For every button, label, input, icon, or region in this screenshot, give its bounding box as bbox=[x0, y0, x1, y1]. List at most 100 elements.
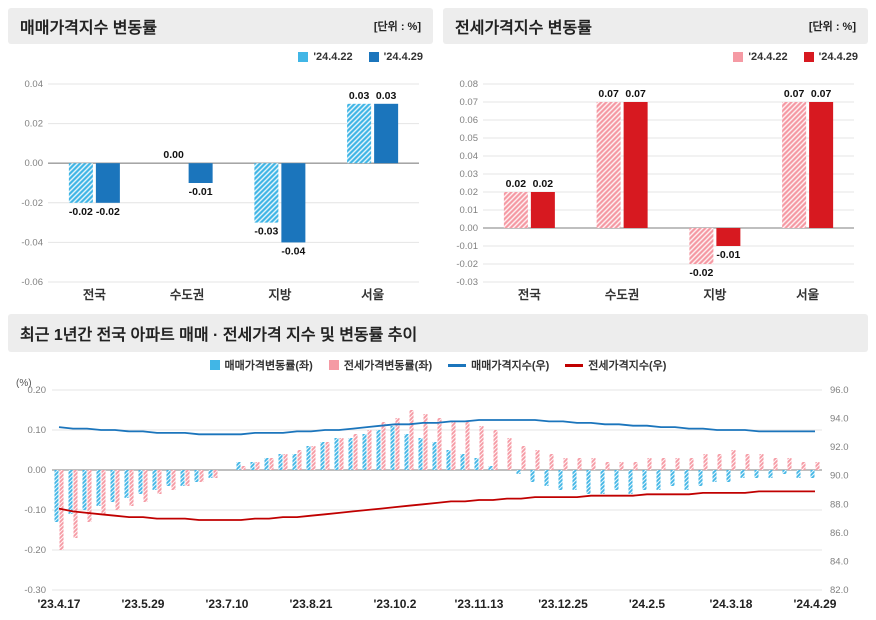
bar bbox=[782, 470, 787, 474]
bar bbox=[311, 446, 316, 470]
bar bbox=[809, 102, 834, 228]
bar bbox=[591, 458, 596, 470]
jeonse-legend: '24.4.22 '24.4.29 bbox=[443, 46, 868, 68]
bar bbox=[647, 458, 652, 470]
bar bbox=[684, 470, 689, 490]
legend-item: 전세가격변동률(좌) bbox=[328, 357, 432, 373]
y-tick-label: 0.07 bbox=[460, 97, 479, 108]
sale-series1-swatch bbox=[298, 52, 309, 62]
category-label: 전국 bbox=[83, 287, 107, 302]
bar bbox=[503, 192, 528, 228]
jeonse-series2-swatch bbox=[803, 52, 814, 62]
bar bbox=[188, 163, 213, 183]
sale-price-section: 매매가격지수 변동률 [단위 : %] '24.4.22 '24.4.29 0.… bbox=[8, 8, 433, 306]
sale-legend: '24.4.22 '24.4.29 bbox=[8, 46, 433, 68]
bar bbox=[633, 462, 638, 470]
jeonse-unit-label: [단위 : %] bbox=[808, 21, 856, 33]
bar bbox=[241, 466, 246, 470]
bar bbox=[815, 462, 820, 470]
legend-item: 전세가격지수(우) bbox=[565, 357, 666, 373]
x-tick-label: '23.7.10 bbox=[206, 597, 249, 611]
category-label: 수도권 bbox=[170, 288, 205, 302]
bar bbox=[306, 446, 311, 470]
bar bbox=[507, 438, 512, 470]
bar bbox=[250, 462, 255, 470]
bar bbox=[254, 163, 279, 223]
bar bbox=[712, 470, 717, 482]
bar bbox=[516, 470, 521, 474]
bar bbox=[745, 454, 750, 470]
y-tick-label: -0.04 bbox=[21, 237, 43, 248]
bar bbox=[348, 438, 353, 470]
bar bbox=[409, 410, 414, 470]
sale-series2-swatch bbox=[368, 52, 379, 62]
bar bbox=[768, 470, 773, 478]
sale-unit-label: [단위 : %] bbox=[373, 21, 421, 33]
y-tick-label: 0.00 bbox=[460, 223, 479, 234]
bar bbox=[281, 163, 306, 243]
jeonse-section-header: 전세가격지수 변동률 [단위 : %] bbox=[443, 8, 868, 44]
bar bbox=[754, 470, 759, 478]
trend-jeonse-line-label: 전세가격지수(우) bbox=[588, 360, 667, 372]
bar bbox=[283, 454, 288, 470]
value-label: 0.07 bbox=[625, 88, 646, 100]
bar bbox=[82, 470, 87, 510]
right-tick-label: 94.0 bbox=[830, 414, 849, 425]
bar bbox=[278, 454, 283, 470]
y-tick-label: 0.02 bbox=[25, 119, 44, 130]
bar bbox=[353, 434, 358, 470]
right-tick-label: 88.0 bbox=[830, 499, 849, 510]
trend-sale-line-swatch bbox=[448, 363, 467, 367]
bar bbox=[740, 470, 745, 478]
bar bbox=[325, 442, 330, 470]
x-tick-label: '23.4.17 bbox=[38, 597, 81, 611]
category-label: 지방 bbox=[268, 287, 292, 302]
bar bbox=[418, 438, 423, 470]
x-tick-label: '24.2.5 bbox=[629, 597, 666, 611]
bar bbox=[493, 430, 498, 470]
bar bbox=[642, 470, 647, 490]
x-tick-label: '24.4.29 bbox=[794, 597, 837, 611]
bar bbox=[586, 470, 591, 494]
bar bbox=[717, 454, 722, 470]
top-charts-row: 매매가격지수 변동률 [단위 : %] '24.4.22 '24.4.29 0.… bbox=[8, 8, 868, 306]
y-tick-label: 0.08 bbox=[460, 79, 479, 90]
y-tick-label: 0.03 bbox=[460, 169, 479, 180]
bar bbox=[600, 470, 605, 494]
value-label: 0.07 bbox=[811, 88, 832, 100]
y-tick-label: -0.06 bbox=[21, 277, 43, 288]
bar bbox=[376, 430, 381, 470]
bar bbox=[124, 470, 129, 498]
bar bbox=[199, 470, 204, 482]
left-axis-unit: (%) bbox=[16, 378, 32, 389]
legend-item: '24.4.29 bbox=[368, 51, 423, 63]
bar bbox=[661, 458, 666, 470]
value-label: 0.00 bbox=[163, 149, 184, 161]
trend-combo-svg: 0.20 0.10 0.00 -0.10 -0.20 -0.30 (%) 96.0 94.0 92… bbox=[16, 378, 849, 611]
value-label: 0.07 bbox=[784, 88, 805, 100]
y-tick-label: -0.02 bbox=[21, 198, 43, 209]
trend-title: 최근 1년간 전국 아파트 매매 · 전세가격 지수 및 변동률 추이 bbox=[20, 327, 418, 344]
bar bbox=[703, 454, 708, 470]
category-label: 수도권 bbox=[605, 288, 640, 302]
value-label: 0.07 bbox=[598, 88, 619, 100]
bar bbox=[446, 450, 451, 470]
bar bbox=[423, 414, 428, 470]
bar bbox=[731, 450, 736, 470]
bar bbox=[782, 102, 807, 228]
bar bbox=[68, 163, 93, 203]
bar bbox=[479, 426, 484, 470]
legend-item: 매매가격지수(우) bbox=[448, 357, 549, 373]
category-label: 서울 bbox=[361, 287, 385, 302]
bar bbox=[810, 470, 815, 478]
jeonse-chart-title: 전세가격지수 변동률 bbox=[455, 20, 592, 37]
bar bbox=[488, 466, 493, 470]
left-tick-label: -0.20 bbox=[24, 545, 46, 556]
bar bbox=[297, 450, 302, 470]
bar bbox=[451, 422, 456, 470]
y-tick-label: 0.02 bbox=[460, 187, 479, 198]
sale-series1-label: '24.4.22 bbox=[313, 51, 353, 63]
bar bbox=[530, 192, 555, 228]
left-tick-label: -0.10 bbox=[24, 505, 46, 516]
bar bbox=[628, 470, 633, 494]
